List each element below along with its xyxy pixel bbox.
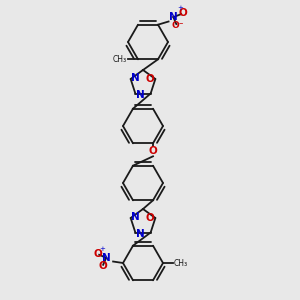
Text: O: O xyxy=(148,146,158,156)
Text: CH₃: CH₃ xyxy=(174,259,188,268)
Text: O: O xyxy=(146,74,155,84)
Text: CH₃: CH₃ xyxy=(113,55,127,64)
Text: O: O xyxy=(146,213,155,223)
Text: N: N xyxy=(131,212,140,222)
Text: O: O xyxy=(99,261,107,271)
Text: +: + xyxy=(99,246,105,252)
Text: O⁻: O⁻ xyxy=(171,21,184,30)
Text: N: N xyxy=(136,229,145,238)
Text: O: O xyxy=(94,249,103,259)
Text: N: N xyxy=(136,89,145,100)
Text: N: N xyxy=(102,253,110,263)
Text: N: N xyxy=(131,73,140,83)
Text: O: O xyxy=(179,8,188,18)
Text: N: N xyxy=(169,12,178,22)
Text: +: + xyxy=(177,5,183,11)
